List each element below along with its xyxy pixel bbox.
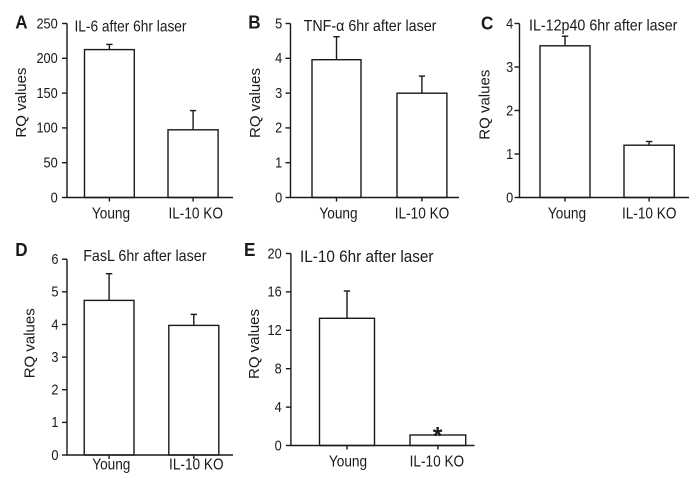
- svg-text:RQ values: RQ values: [246, 309, 263, 379]
- svg-text:5: 5: [51, 283, 58, 300]
- svg-text:16: 16: [268, 283, 282, 300]
- svg-text:Young: Young: [548, 206, 586, 223]
- svg-text:12: 12: [268, 321, 282, 338]
- svg-text:E: E: [244, 239, 256, 260]
- svg-text:6: 6: [51, 250, 58, 267]
- svg-text:TNF-α 6hr after laser: TNF-α 6hr after laser: [304, 17, 437, 35]
- svg-text:*: *: [433, 422, 443, 450]
- svg-text:Young: Young: [92, 206, 130, 223]
- svg-text:0: 0: [506, 188, 513, 205]
- svg-text:A: A: [15, 12, 28, 33]
- svg-text:0: 0: [51, 446, 58, 463]
- svg-text:2: 2: [51, 380, 58, 397]
- svg-text:8: 8: [275, 359, 282, 376]
- svg-text:250: 250: [36, 14, 57, 31]
- svg-text:IL-10 KO: IL-10 KO: [622, 206, 677, 223]
- svg-text:IL-10 6hr after laser: IL-10 6hr after laser: [300, 249, 434, 267]
- svg-text:IL-10 KO: IL-10 KO: [410, 454, 465, 471]
- svg-text:IL-12p40 6hr after laser: IL-12p40 6hr after laser: [529, 17, 677, 35]
- svg-text:Young: Young: [319, 206, 357, 223]
- svg-text:3: 3: [51, 348, 58, 365]
- svg-text:Young: Young: [329, 454, 367, 471]
- svg-text:20: 20: [268, 244, 282, 261]
- svg-text:0: 0: [275, 188, 282, 205]
- svg-text:3: 3: [506, 58, 513, 75]
- svg-text:1: 1: [275, 153, 282, 170]
- svg-text:IL-10 KO: IL-10 KO: [168, 206, 223, 223]
- svg-text:1: 1: [506, 145, 513, 162]
- svg-text:IL-10 KO: IL-10 KO: [169, 457, 224, 474]
- svg-text:RQ values: RQ values: [476, 70, 493, 140]
- svg-text:D: D: [15, 239, 28, 260]
- svg-text:RQ values: RQ values: [13, 68, 30, 138]
- svg-text:RQ values: RQ values: [21, 308, 38, 378]
- svg-text:3: 3: [275, 84, 282, 101]
- svg-text:Young: Young: [92, 457, 130, 474]
- svg-text:RQ values: RQ values: [247, 68, 264, 138]
- svg-text:100: 100: [36, 119, 57, 136]
- svg-text:4: 4: [275, 398, 282, 415]
- svg-text:IL-6 after 6hr laser: IL-6 after 6hr laser: [75, 19, 187, 36]
- svg-text:2: 2: [506, 101, 513, 118]
- svg-text:150: 150: [36, 84, 57, 101]
- svg-text:IL-10 KO: IL-10 KO: [395, 206, 450, 223]
- svg-text:C: C: [481, 13, 494, 34]
- svg-text:4: 4: [275, 49, 282, 66]
- svg-text:0: 0: [275, 436, 282, 453]
- svg-text:B: B: [248, 12, 261, 33]
- svg-text:2: 2: [275, 119, 282, 136]
- svg-text:FasL 6hr after laser: FasL 6hr after laser: [83, 247, 206, 265]
- svg-text:1: 1: [51, 413, 58, 430]
- svg-text:0: 0: [51, 188, 58, 205]
- svg-text:5: 5: [275, 14, 282, 31]
- svg-text:4: 4: [506, 14, 513, 31]
- svg-text:50: 50: [44, 153, 58, 170]
- svg-text:200: 200: [36, 49, 57, 66]
- svg-text:4: 4: [51, 315, 58, 332]
